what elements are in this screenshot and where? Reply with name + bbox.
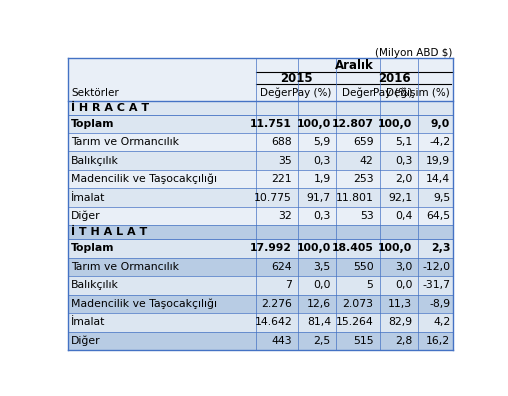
Text: -4,2: -4,2 [429, 137, 450, 147]
Text: 4,2: 4,2 [433, 318, 450, 327]
Text: 2016: 2016 [378, 72, 411, 85]
Text: İ H R A C A T: İ H R A C A T [71, 103, 149, 112]
Text: Sektörler: Sektörler [71, 88, 119, 97]
Text: 5,1: 5,1 [395, 137, 412, 147]
Text: 9,0: 9,0 [431, 119, 450, 129]
Text: 42: 42 [360, 156, 373, 166]
Text: Toplam: Toplam [71, 119, 115, 129]
Text: (Milyon ABD $): (Milyon ABD $) [375, 48, 453, 58]
Text: 82,9: 82,9 [388, 318, 412, 327]
Text: -31,7: -31,7 [422, 280, 450, 290]
Text: 0,4: 0,4 [395, 211, 412, 221]
Text: 100,0: 100,0 [378, 244, 412, 253]
Bar [68, 332, 453, 350]
Text: 91,7: 91,7 [307, 193, 331, 203]
Text: 9,5: 9,5 [433, 193, 450, 203]
Bar [68, 58, 453, 101]
Text: Pay (%): Pay (%) [292, 88, 331, 97]
Bar [68, 239, 453, 258]
Text: 12.807: 12.807 [332, 119, 373, 129]
Text: 2,3: 2,3 [431, 244, 450, 253]
Text: Aralık: Aralık [335, 59, 373, 72]
Text: 0,0: 0,0 [313, 280, 331, 290]
Text: Pay (%): Pay (%) [373, 88, 412, 97]
Text: 1,9: 1,9 [313, 174, 331, 184]
Text: -8,9: -8,9 [429, 299, 450, 309]
Text: 443: 443 [271, 336, 292, 346]
Bar [68, 313, 453, 332]
Text: 53: 53 [360, 211, 373, 221]
Text: Diğer: Diğer [71, 211, 101, 221]
Text: Toplam: Toplam [71, 244, 115, 253]
Text: Madencilik ve Taşocakçılığı: Madencilik ve Taşocakçılığı [71, 299, 217, 309]
Text: Balıkçılık: Balıkçılık [71, 280, 119, 290]
Text: Balıkçılık: Balıkçılık [71, 156, 119, 166]
Bar [68, 207, 453, 225]
Bar [68, 188, 453, 207]
Text: Değer: Değer [261, 87, 292, 98]
Text: 100,0: 100,0 [297, 119, 331, 129]
Text: 32: 32 [278, 211, 292, 221]
Bar [68, 258, 453, 276]
Text: -12,0: -12,0 [422, 262, 450, 272]
Text: 2015: 2015 [280, 72, 312, 85]
Bar [68, 151, 453, 170]
Text: 0,3: 0,3 [313, 211, 331, 221]
Text: 3,0: 3,0 [395, 262, 412, 272]
Text: 624: 624 [271, 262, 292, 272]
Text: 2.276: 2.276 [261, 299, 292, 309]
Text: Değişim (%): Değişim (%) [387, 87, 450, 98]
Text: 550: 550 [353, 262, 373, 272]
Text: 12,6: 12,6 [307, 299, 331, 309]
Text: 5: 5 [367, 280, 373, 290]
Bar [68, 170, 453, 188]
Text: 5,9: 5,9 [313, 137, 331, 147]
Text: 688: 688 [271, 137, 292, 147]
Text: 0,3: 0,3 [395, 156, 412, 166]
Text: 100,0: 100,0 [297, 244, 331, 253]
Text: 7: 7 [285, 280, 292, 290]
Text: 659: 659 [353, 137, 373, 147]
Text: 92,1: 92,1 [388, 193, 412, 203]
Bar [68, 114, 453, 133]
Bar [68, 225, 453, 239]
Text: 18.405: 18.405 [332, 244, 373, 253]
Text: 11.801: 11.801 [336, 193, 373, 203]
Text: 15.264: 15.264 [336, 318, 373, 327]
Text: 14.642: 14.642 [255, 318, 292, 327]
Text: 35: 35 [278, 156, 292, 166]
Text: 11,3: 11,3 [388, 299, 412, 309]
Text: İmalat: İmalat [71, 318, 106, 327]
Text: 2,8: 2,8 [395, 336, 412, 346]
Text: Tarım ve Ormancılık: Tarım ve Ormancılık [71, 262, 179, 272]
Text: 64,5: 64,5 [426, 211, 450, 221]
Text: 515: 515 [353, 336, 373, 346]
Text: Değer: Değer [342, 87, 373, 98]
Bar [68, 101, 453, 114]
Text: İ T H A L A T: İ T H A L A T [71, 227, 147, 237]
Text: 2,0: 2,0 [395, 174, 412, 184]
Text: Diğer: Diğer [71, 336, 101, 346]
Text: 3,5: 3,5 [313, 262, 331, 272]
Text: 10.775: 10.775 [254, 193, 292, 203]
Text: İmalat: İmalat [71, 193, 106, 203]
Text: 0,0: 0,0 [395, 280, 412, 290]
Text: 221: 221 [271, 174, 292, 184]
Text: 0,3: 0,3 [313, 156, 331, 166]
Text: 253: 253 [353, 174, 373, 184]
Text: 14,4: 14,4 [426, 174, 450, 184]
Text: Madencilik ve Taşocakçılığı: Madencilik ve Taşocakçılığı [71, 174, 217, 185]
Bar [68, 295, 453, 313]
Text: 19,9: 19,9 [426, 156, 450, 166]
Text: 100,0: 100,0 [378, 119, 412, 129]
Text: 16,2: 16,2 [426, 336, 450, 346]
Bar [68, 133, 453, 152]
Text: 17.992: 17.992 [250, 244, 292, 253]
Text: 2.073: 2.073 [342, 299, 373, 309]
Bar [68, 276, 453, 295]
Text: Tarım ve Ormancılık: Tarım ve Ormancılık [71, 137, 179, 147]
Text: 11.751: 11.751 [250, 119, 292, 129]
Text: 81,4: 81,4 [307, 318, 331, 327]
Text: 2,5: 2,5 [313, 336, 331, 346]
